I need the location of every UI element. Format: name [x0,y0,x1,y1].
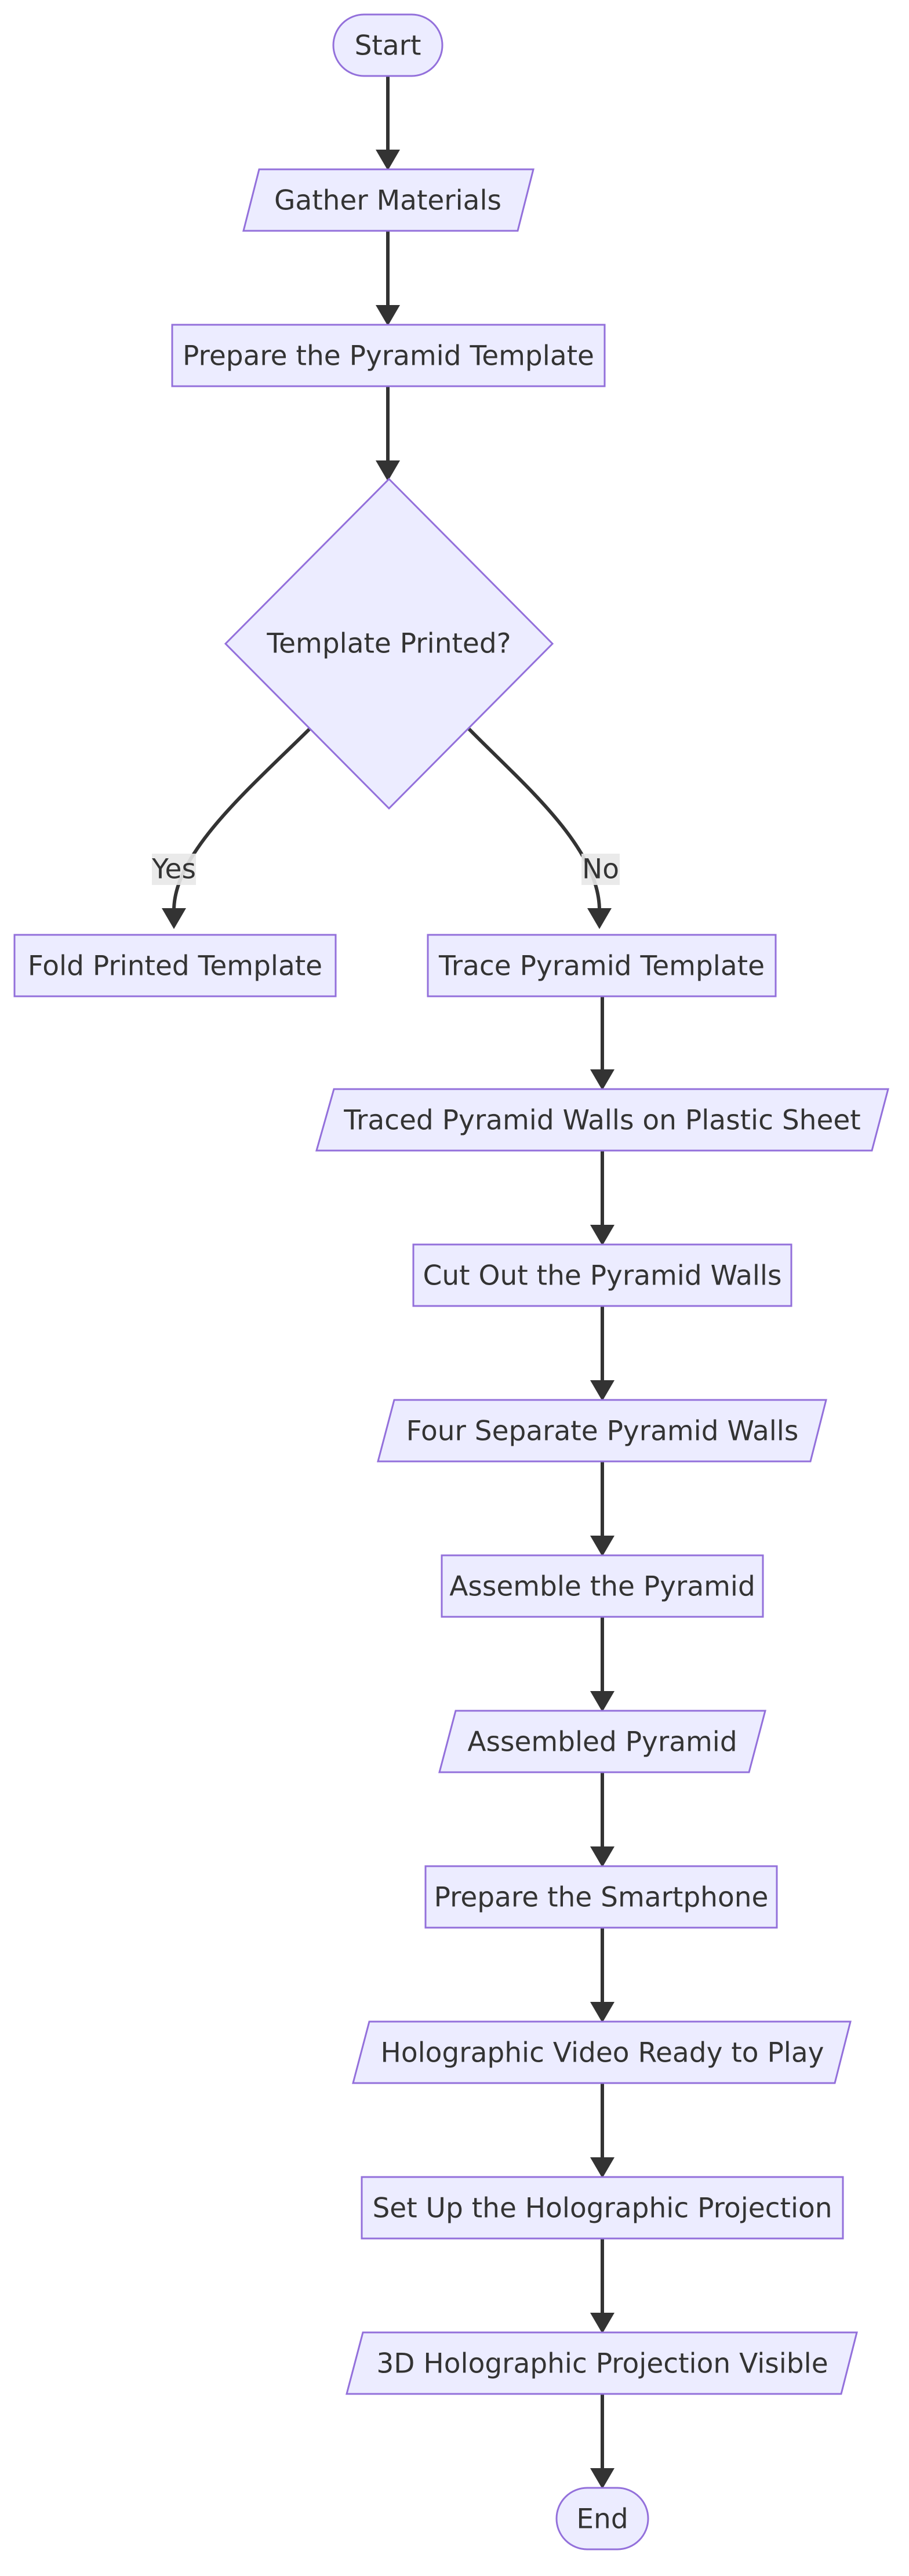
decision-diamond [224,477,554,810]
gather-materials-parallelogram [242,168,535,232]
arrowhead [590,1536,615,1557]
arrowhead [590,2002,615,2023]
projection-visible-label: 3D Holographic Projection Visible [376,2348,828,2380]
decision-label: Template Printed? [266,628,511,660]
node-projection-visible: 3D Holographic Projection Visible [346,2331,858,2395]
node-prepare-phone: Prepare the Smartphone [424,1865,778,1929]
node-trace-template: Trace Pyramid Template [427,934,777,997]
node-assembled: Assembled Pyramid [438,1710,766,1773]
setup-projection-box [361,2176,844,2240]
node-fold-printed: Fold Printed Template [13,934,337,997]
arrowhead [590,2313,615,2334]
cut-walls-box [412,1243,792,1307]
node-end: End [555,2487,649,2550]
edges [162,71,615,2489]
end-terminal [555,2487,649,2550]
setup-projection-label: Set Up the Holographic Projection [372,2193,832,2225]
trace-template-label: Trace Pyramid Template [438,950,765,982]
arrowhead [376,460,400,481]
node-setup-projection: Set Up the Holographic Projection [361,2176,844,2240]
assembled-label: Assembled Pyramid [467,1726,737,1758]
arrowhead [590,1380,615,1401]
arrowhead [376,305,400,326]
node-video-ready: Holographic Video Ready to Play [352,2020,852,2084]
assemble-label: Assemble the Pyramid [449,1571,755,1603]
start-label: Start [355,30,421,62]
prepare-template-label: Prepare the Pyramid Template [183,340,594,372]
fold-printed-box [13,934,337,997]
four-walls-parallelogram [377,1399,827,1463]
prepare-phone-label: Prepare the Smartphone [434,1882,769,1914]
arrowhead [590,1069,615,1090]
node-prepare-template: Prepare the Pyramid Template [171,324,606,387]
video-ready-parallelogram [352,2020,852,2084]
arrowhead [587,908,612,929]
edge-label-yes: Yes [151,854,196,886]
edge-decision-trace [467,727,601,912]
gather-materials-label: Gather Materials [274,185,501,217]
edge-label-background [152,854,196,885]
prepare-template-box [171,324,606,387]
end-label: End [576,2504,628,2535]
node-gather-materials: Gather Materials [242,168,535,232]
arrowhead [590,1225,615,1246]
traced-walls-label: Traced Pyramid Walls on Plastic Sheet [343,1105,861,1137]
arrowhead [590,1846,615,1867]
node-assemble: Assemble the Pyramid [441,1554,764,1618]
edge-label-yes-text: Yes [151,854,196,886]
edge-label-background [581,854,620,885]
prepare-phone-box [424,1865,778,1929]
fold-printed-label: Fold Printed Template [28,950,322,982]
arrowhead [162,908,186,929]
node-decision: Template Printed? [224,477,554,810]
four-walls-label: Four Separate Pyramid Walls [406,1416,799,1447]
projection-visible-parallelogram [346,2331,858,2395]
arrowhead [376,150,400,170]
node-traced-walls: Traced Pyramid Walls on Plastic Sheet [315,1088,889,1152]
arrowhead [590,1691,615,1712]
node-cut-walls: Cut Out the Pyramid Walls [412,1243,792,1307]
start-terminal [332,13,443,77]
arrowhead [590,2157,615,2178]
node-four-walls: Four Separate Pyramid Walls [377,1399,827,1463]
assembled-parallelogram [438,1710,766,1773]
arrowhead [590,2468,615,2489]
traced-walls-parallelogram [315,1088,889,1152]
trace-template-box [427,934,777,997]
cut-walls-label: Cut Out the Pyramid Walls [423,1260,782,1292]
edge-decision-fold [172,727,312,912]
edge-label-no: No [581,854,620,886]
video-ready-label: Holographic Video Ready to Play [381,2037,824,2069]
node-start: Start [332,13,443,77]
edge-label-no-text: No [582,854,619,886]
assemble-box [441,1554,764,1618]
